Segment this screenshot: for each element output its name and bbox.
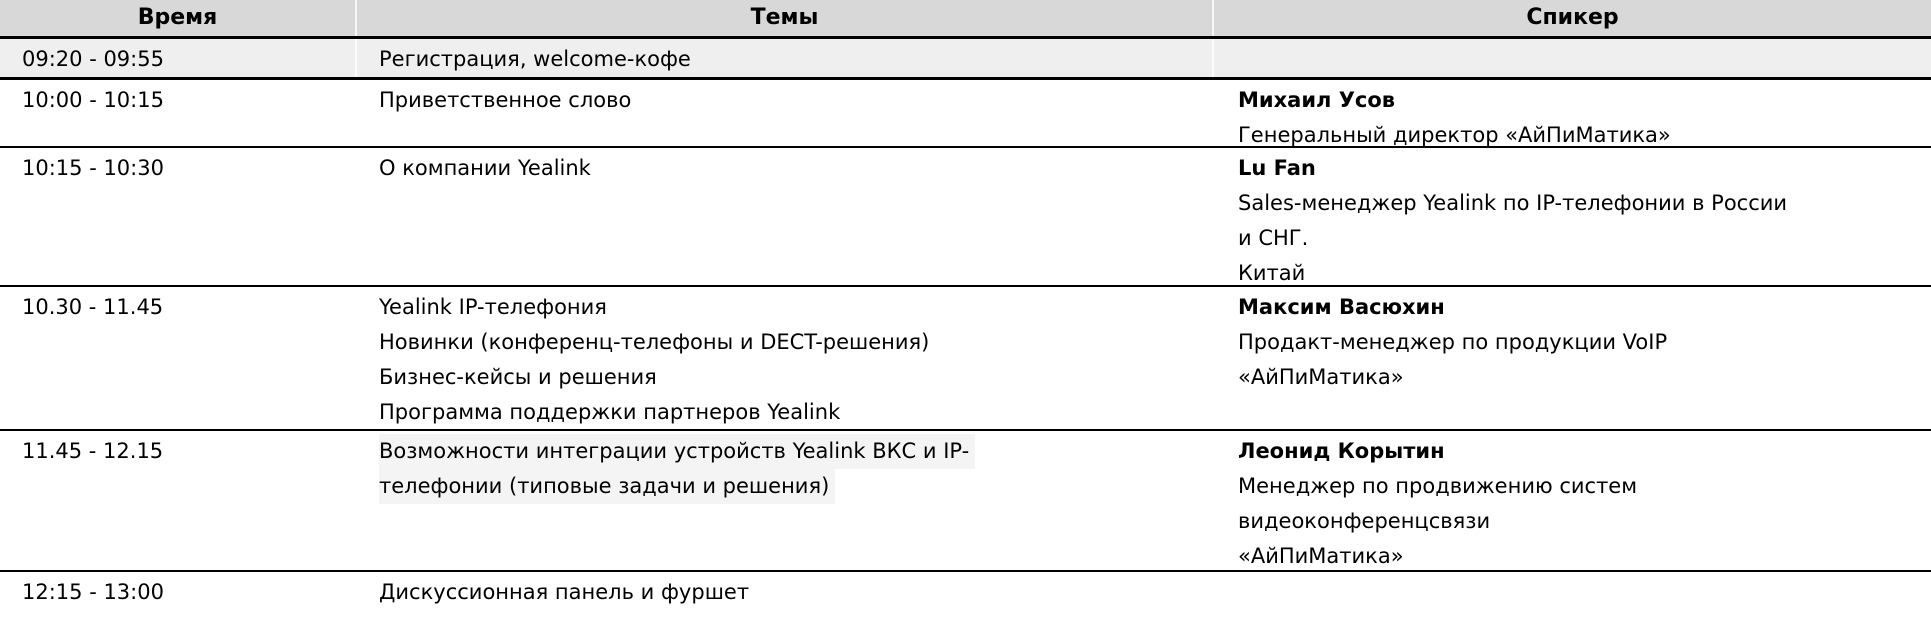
speaker-cell: Максим Васюхин Продакт-менеджер по продук… xyxy=(1212,287,1931,429)
time-cell: 11.45 - 12.15 xyxy=(0,431,355,570)
time-cell: 10:00 - 10:15 xyxy=(0,80,355,146)
topic-line: Бизнес-кейсы и решения xyxy=(379,360,1212,395)
speaker-name: Lu Fan xyxy=(1238,156,1316,180)
speaker-title-line: видеоконференцсвязи xyxy=(1238,509,1491,533)
topic-text: О компании Yealink xyxy=(379,156,591,180)
table-row: 11.45 - 12.15 Возможности интеграции устр… xyxy=(0,431,1931,572)
topic-text: Регистрация, welcome-кофе xyxy=(379,47,691,71)
topic-text: Yealink IP-телефония xyxy=(379,295,607,319)
speaker-title-line: Продакт-менеджер по продукции VoIP xyxy=(1238,330,1668,354)
speaker-cell xyxy=(1212,39,1931,77)
topic-line: Возможности интеграции устройств Yealink… xyxy=(379,434,1212,469)
table-body: 09:20 - 09:55 Регистрация, welcome-кофе 10… xyxy=(0,39,1931,630)
topic-text: Новинки (конференц-телефоны и DECT-решен… xyxy=(379,330,930,354)
topic-line: Приветственное слово xyxy=(379,83,1212,118)
topics-cell: Yealink IP-телефония Новинки (конференц-т… xyxy=(355,287,1212,429)
speaker-cell: Lu Fan Sales-менеджер Yealink по IP-телеф… xyxy=(1212,148,1931,285)
table-row: 12:15 - 13:00 Дискуссионная панель и фурш… xyxy=(0,572,1931,630)
speaker-cell xyxy=(1212,572,1931,630)
topic-text: Программа поддержки партнеров Yealink xyxy=(379,400,841,424)
table-header-row: Время Темы Спикер xyxy=(0,0,1931,39)
speaker-title-line: Менеджер по продвижению систем xyxy=(1238,474,1638,498)
time-cell: 09:20 - 09:55 xyxy=(0,39,355,77)
topic-line: Регистрация, welcome-кофе xyxy=(379,42,1212,77)
speaker-name: Леонид Корытин xyxy=(1238,439,1445,463)
time-cell: 10.30 - 11.45 xyxy=(0,287,355,429)
speaker-title-line: «АйПиМатика» xyxy=(1238,544,1404,568)
header-topics: Темы xyxy=(355,0,1212,36)
topic-text: Приветственное слово xyxy=(379,88,632,112)
topic-line: Yealink IP-телефония xyxy=(379,290,1212,325)
header-speaker: Спикер xyxy=(1212,0,1931,36)
topics-cell: Возможности интеграции устройств Yealink… xyxy=(355,431,1212,570)
time-range: 12:15 - 13:00 xyxy=(22,580,164,604)
speaker-cell: Леонид Корытин Менеджер по продвижению си… xyxy=(1212,431,1931,570)
time-range: 10:00 - 10:15 xyxy=(22,88,164,112)
topics-cell: Дискуссионная панель и фуршет xyxy=(355,572,1212,630)
table-row: 09:20 - 09:55 Регистрация, welcome-кофе xyxy=(0,39,1931,80)
topic-line: телефонии (типовые задачи и решения) xyxy=(379,469,1212,504)
header-time: Время xyxy=(137,5,218,30)
table-row: 10:15 - 10:30 О компании Yealink Lu Fan Sal… xyxy=(0,148,1931,287)
speaker-title-line: и СНГ. xyxy=(1238,226,1309,250)
table-row: 10:00 - 10:15 Приветственное слово Михаил … xyxy=(0,80,1931,148)
topic-line: Программа поддержки партнеров Yealink xyxy=(379,395,1212,429)
table-row: 10.30 - 11.45 Yealink IP-телефония Новинки… xyxy=(0,287,1931,431)
speaker-title-line: Генеральный директор «АйПиМатика» xyxy=(1238,123,1671,146)
time-cell: 12:15 - 13:00 xyxy=(0,572,355,630)
speaker-title-line: Sales-менеджер Yealink по IP-телефонии в… xyxy=(1238,191,1788,215)
speaker-cell: Михаил Усов Генеральный директор «АйПиМат… xyxy=(1212,80,1931,146)
speaker-title-line: Китай xyxy=(1238,261,1306,285)
speaker-name: Михаил Усов xyxy=(1238,88,1396,112)
topic-line: О компании Yealink xyxy=(379,151,1212,186)
topics-cell: О компании Yealink xyxy=(355,148,1212,285)
time-cell: 10:15 - 10:30 xyxy=(0,148,355,285)
topic-text: телефонии (типовые задачи и решения) xyxy=(379,469,836,504)
topic-text: Возможности интеграции устройств Yealink… xyxy=(379,434,976,469)
topics-cell: Приветственное слово xyxy=(355,80,1212,146)
time-range: 09:20 - 09:55 xyxy=(22,47,164,71)
time-range: 11.45 - 12.15 xyxy=(22,439,164,463)
topics-cell: Регистрация, welcome-кофе xyxy=(355,39,1212,77)
time-range: 10.30 - 11.45 xyxy=(22,295,164,319)
time-range: 10:15 - 10:30 xyxy=(22,156,164,180)
topic-text: Бизнес-кейсы и решения xyxy=(379,365,657,389)
topic-line: Дискуссионная панель и фуршет xyxy=(379,575,1212,610)
topic-text: Дискуссионная панель и фуршет xyxy=(379,580,750,604)
topic-line: Новинки (конференц-телефоны и DECT-решен… xyxy=(379,325,1212,360)
speaker-name: Максим Васюхин xyxy=(1238,295,1445,319)
speaker-title-line: «АйПиМатика» xyxy=(1238,365,1404,389)
